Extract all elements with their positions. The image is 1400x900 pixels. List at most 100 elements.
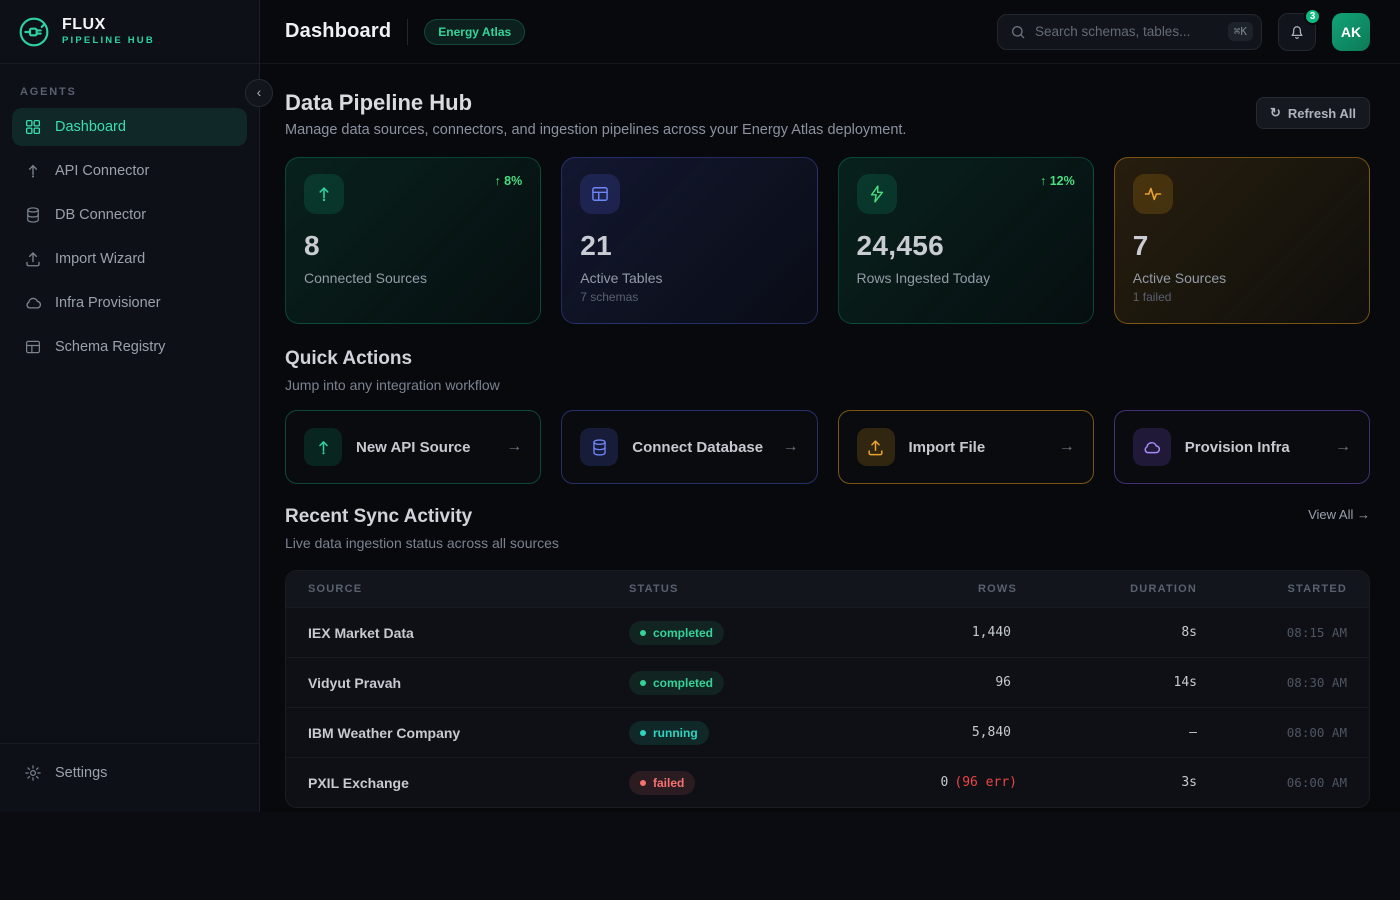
status-badge: completed (629, 620, 725, 645)
sidebar-section-label: AGENTS (20, 86, 77, 98)
activity-head-text: Recent Sync Activity Live data ingestion… (285, 504, 559, 554)
duration: 3s (1181, 775, 1197, 790)
sidebar-footer: Settings (0, 743, 259, 812)
gear-icon (24, 764, 42, 782)
stat-card-rows-ingested: ↑ 12% 24,456 Rows Ingested Today (837, 157, 1094, 324)
duration: – (1189, 725, 1197, 740)
sidebar-item-db-connector[interactable]: DB Connector (12, 196, 247, 234)
arrow-right-icon: → (1058, 438, 1075, 455)
quick-actions-title: Quick Actions (285, 348, 413, 369)
notifications-button[interactable]: 3 (1278, 7, 1321, 51)
header-divider (407, 18, 409, 45)
quick-action-provision-infra[interactable]: Provision Infra → (1113, 410, 1370, 484)
table-row[interactable]: IEX Market Data completed 1,440 8s 08:15… (286, 607, 1369, 657)
sidebar-item-label: Dashboard (55, 119, 126, 135)
sidebar: FLUX PIPELINE HUB AGENTS Dashboard API C… (0, 0, 260, 812)
duration: 14s (1173, 675, 1197, 690)
table-icon (580, 174, 621, 214)
column-header-status: STATUS (629, 583, 679, 595)
started-time: 08:15 AM (1286, 625, 1347, 640)
sidebar-collapse-button[interactable]: ‹ (245, 79, 273, 107)
rows-count: 1,440 (971, 625, 1011, 640)
quick-action-label: Provision Infra (1184, 438, 1290, 456)
stat-delta: ↑ 8% (494, 174, 523, 188)
stat-label: Connected Sources (304, 270, 427, 286)
database-icon (24, 206, 42, 224)
quick-action-import-file[interactable]: Import File → (837, 410, 1094, 484)
sidebar-item-import-wizard[interactable]: Import Wizard (12, 240, 247, 278)
table-row[interactable]: Vidyut Pravah completed 96 14s 08:30 AM (286, 657, 1369, 707)
api-arrow-icon (304, 428, 342, 466)
quick-action-label: Connect Database (632, 438, 764, 456)
view-all-link[interactable]: View All → (1308, 507, 1370, 522)
brand-subtitle: PIPELINE HUB (62, 34, 155, 46)
stat-label: Active Tables (580, 270, 663, 286)
sync-activity-table: SOURCE STATUS ROWS DURATION STARTED IEX … (285, 570, 1370, 808)
stat-card-connected-sources: ↑ 8% 8 Connected Sources (285, 157, 542, 324)
activity-title: Recent Sync Activity (285, 506, 473, 527)
refresh-icon: ↻ (1269, 105, 1281, 120)
started-time: 08:00 AM (1286, 725, 1347, 740)
started-time: 06:00 AM (1286, 775, 1347, 790)
quick-action-new-api-source[interactable]: New API Source → (285, 410, 542, 484)
quick-actions-grid: New API Source → Connect Database → Impo… (285, 410, 1370, 484)
sidebar-item-label: API Connector (55, 163, 150, 179)
rows-count: 96 (995, 675, 1011, 690)
sidebar-item-settings[interactable]: Settings (12, 754, 119, 792)
column-header-rows: ROWS (977, 583, 1017, 595)
brand-logo-row: FLUX PIPELINE HUB (0, 0, 259, 64)
stat-label: Rows Ingested Today (856, 270, 991, 286)
table-header-row: SOURCE STATUS ROWS DURATION STARTED (286, 571, 1369, 607)
arrow-right-icon: → (1335, 438, 1351, 455)
table-row[interactable]: IBM Weather Company running 5,840 – 08:0… (286, 707, 1369, 757)
refresh-label: Refresh All (1287, 105, 1356, 121)
stat-sublabel: 1 failed (1132, 290, 1172, 304)
stat-value: 8 (304, 230, 320, 261)
brand-text: FLUX PIPELINE HUB (62, 16, 155, 47)
upload-icon (856, 428, 895, 466)
stat-value: 24,456 (856, 230, 944, 261)
table-row[interactable]: PXIL Exchange failed 0 (96 err) 3s 06:00 … (286, 757, 1369, 807)
duration: 8s (1181, 625, 1197, 640)
search-box[interactable]: ⌘K (997, 13, 1262, 50)
sidebar-item-dashboard[interactable]: Dashboard (12, 108, 247, 146)
stat-label: Active Sources (1132, 270, 1227, 286)
environment-badge: Energy Atlas (424, 18, 526, 45)
sidebar-item-infra-provisioner[interactable]: Infra Provisioner (12, 284, 247, 322)
sidebar-item-schema-registry[interactable]: Schema Registry (12, 328, 247, 366)
activity-head: Recent Sync Activity Live data ingestion… (285, 504, 1370, 554)
sidebar-item-label: Infra Provisioner (55, 295, 161, 311)
status-badge: completed (629, 670, 725, 695)
rows-count: 5,840 (971, 725, 1011, 740)
cloud-icon (24, 294, 42, 312)
sidebar-nav: Dashboard API Connector DB Connector Imp… (0, 108, 259, 366)
user-avatar[interactable]: AK (1332, 12, 1370, 51)
stat-sublabel: 7 schemas (580, 290, 639, 304)
column-header-source: SOURCE (308, 583, 363, 595)
quick-actions-head: Quick Actions Jump into any integration … (285, 346, 1370, 396)
sidebar-item-api-connector[interactable]: API Connector (12, 152, 247, 190)
table-icon (24, 338, 42, 356)
upload-icon (24, 250, 42, 268)
stat-value: 7 (1132, 230, 1149, 261)
source-name: Vidyut Pravah (308, 674, 402, 691)
app-window: FLUX PIPELINE HUB AGENTS Dashboard API C… (0, 0, 1400, 812)
quick-actions-subtitle: Jump into any integration workflow (285, 377, 500, 393)
column-header-started: STARTED (1287, 583, 1347, 595)
dashboard-grid-icon (24, 118, 42, 136)
quick-action-label: New API Source (356, 438, 471, 456)
source-name: IEX Market Data (308, 624, 414, 641)
arrow-right-icon: → (782, 438, 799, 455)
rows-count: 0 (96 err) (940, 775, 1017, 790)
api-arrow-icon (304, 174, 344, 214)
stat-card-active-sources: 7 Active Sources 1 failed (1113, 157, 1370, 324)
page-subtitle: Manage data sources, connectors, and ing… (285, 122, 907, 138)
search-input[interactable] (1035, 24, 1219, 39)
pulse-icon (1132, 174, 1173, 214)
status-badge: running (629, 720, 709, 745)
activity-subtitle: Live data ingestion status across all so… (285, 535, 559, 551)
cloud-icon (1132, 428, 1171, 466)
refresh-all-button[interactable]: ↻ Refresh All (1255, 97, 1370, 129)
search-shortcut-kbd: ⌘K (1227, 22, 1253, 41)
quick-action-connect-database[interactable]: Connect Database → (561, 410, 818, 484)
